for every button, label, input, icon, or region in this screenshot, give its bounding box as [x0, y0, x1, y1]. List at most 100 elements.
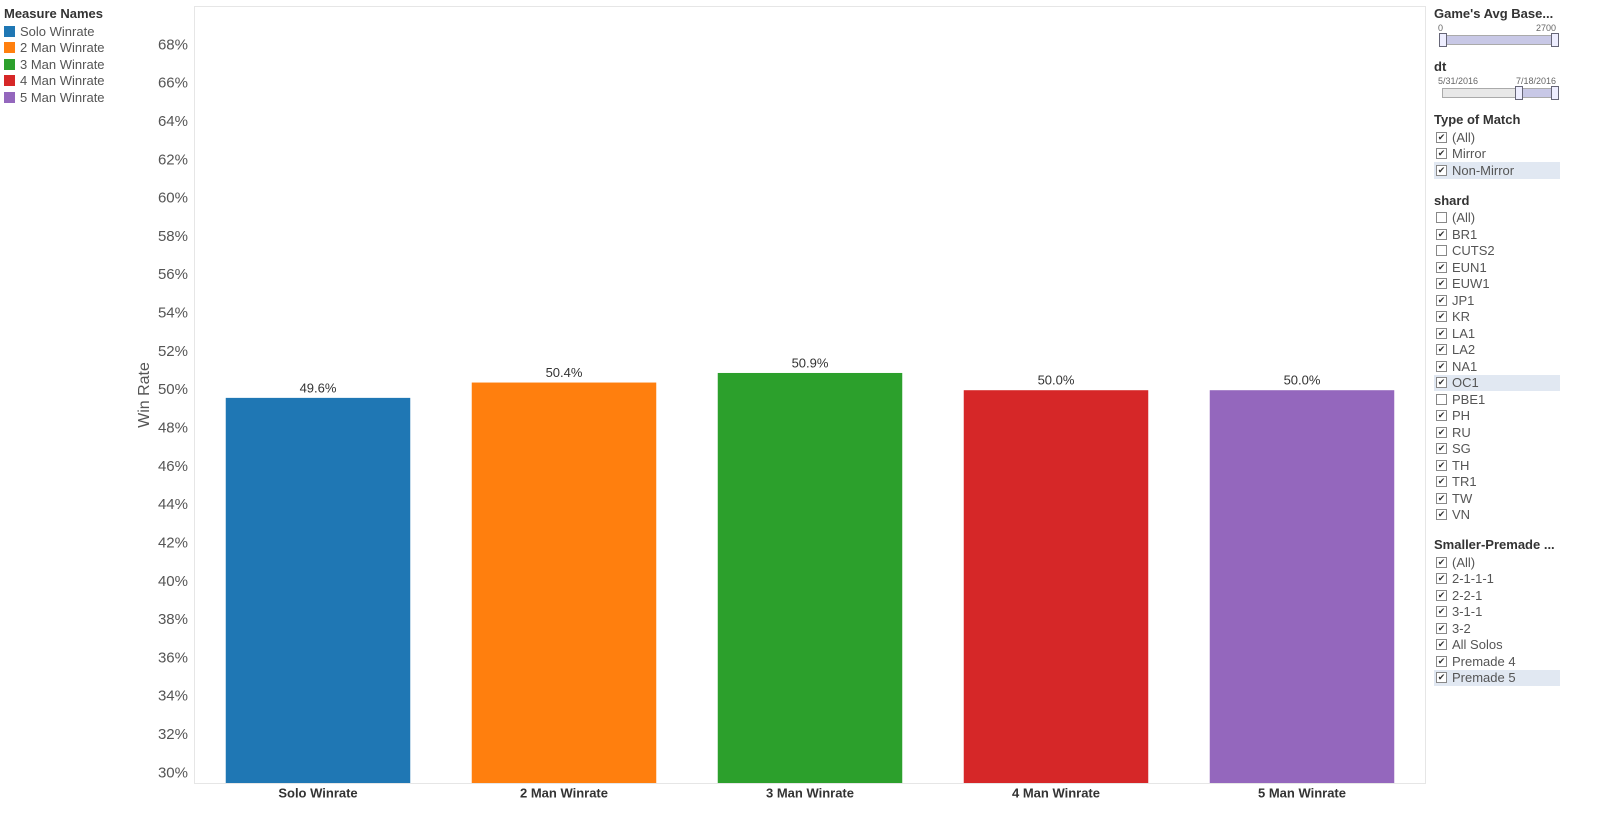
filter-item[interactable]: ✔ Premade 5 [1434, 669, 1560, 686]
y-tick-label: 52% [158, 343, 188, 360]
y-tick-label: 48% [158, 419, 188, 436]
checkbox[interactable]: ✔ [1436, 606, 1447, 618]
filter-item[interactable]: ✔ TR1 [1434, 474, 1560, 491]
filter-item[interactable]: ✔ TH [1434, 457, 1560, 474]
checkbox[interactable]: ✔ [1436, 410, 1447, 422]
filter-item[interactable]: ✔ KR [1434, 309, 1560, 326]
checkbox[interactable] [1436, 393, 1447, 405]
filter-item-label: EUN1 [1452, 259, 1487, 275]
checkbox[interactable] [1436, 245, 1447, 257]
checkbox[interactable]: ✔ [1436, 426, 1447, 438]
checkbox[interactable] [1436, 212, 1447, 224]
filter-panel: Game's Avg Base... 0 2700 dt 5/31/2016 7/18/2… [1434, 6, 1560, 700]
legend-item[interactable]: Solo Winrate [4, 23, 105, 40]
filter-item[interactable]: ✔ SG [1434, 441, 1560, 458]
filter-item[interactable]: ✔ EUW1 [1434, 276, 1560, 293]
filter-item-label: SG [1452, 441, 1471, 457]
filter-item-label: VN [1452, 507, 1471, 523]
y-tick-label: 64% [158, 113, 188, 130]
data-label: 50.0% [1284, 373, 1321, 388]
legend-item[interactable]: 3 Man Winrate [4, 56, 105, 73]
filter-item[interactable]: ✔ EUN1 [1434, 259, 1560, 276]
checkbox[interactable]: ✔ [1436, 148, 1447, 160]
checkbox[interactable]: ✔ [1436, 459, 1447, 471]
filter-item-label: OC1 [1452, 375, 1479, 391]
checkbox[interactable]: ✔ [1436, 573, 1447, 585]
filter-item[interactable]: ✔ Non-Mirror [1434, 162, 1560, 179]
filter-item-label: LA1 [1452, 325, 1476, 341]
slider-track[interactable] [1439, 33, 1559, 47]
checkbox[interactable]: ✔ [1436, 344, 1447, 356]
filter-item[interactable]: PBE1 [1434, 391, 1560, 408]
slider-track[interactable] [1442, 86, 1559, 100]
checkbox[interactable]: ✔ [1436, 476, 1447, 488]
checkbox[interactable]: ✔ [1436, 360, 1447, 372]
filter-item-label: Non-Mirror [1452, 162, 1515, 178]
checkbox[interactable]: ✔ [1436, 492, 1447, 504]
legend-label: Solo Winrate [20, 23, 95, 39]
legend-label: 5 Man Winrate [20, 89, 105, 105]
slider-handle[interactable] [1439, 33, 1447, 47]
filter-item[interactable]: ✔ LA1 [1434, 325, 1560, 342]
filter-item[interactable]: ✔ (All) [1434, 129, 1560, 146]
checkbox[interactable]: ✔ [1436, 589, 1447, 601]
checkbox[interactable]: ✔ [1436, 261, 1447, 273]
x-tick-label: 2 Man Winrate [520, 785, 608, 800]
filter-item[interactable]: ✔ VN [1434, 507, 1560, 524]
filter-item[interactable]: ✔ 3-2 [1434, 620, 1560, 637]
checkbox[interactable]: ✔ [1436, 228, 1447, 240]
filter-item[interactable]: ✔ OC1 [1434, 374, 1560, 391]
checkbox[interactable]: ✔ [1436, 672, 1447, 684]
checkbox[interactable]: ✔ [1436, 655, 1447, 667]
filter-item-label: Premade 4 [1452, 653, 1516, 669]
y-tick-label: 46% [158, 458, 188, 475]
slider-handle[interactable] [1551, 33, 1559, 47]
slider-range [1439, 33, 1559, 47]
filter-item[interactable]: ✔ 3-1-1 [1434, 604, 1560, 621]
filter-item[interactable]: ✔ JP1 [1434, 292, 1560, 309]
checkbox[interactable]: ✔ [1436, 639, 1447, 651]
checkbox[interactable]: ✔ [1436, 164, 1447, 176]
legend-item[interactable]: 5 Man Winrate [4, 89, 105, 106]
filter-item[interactable]: ✔ Mirror [1434, 146, 1560, 163]
filter-item[interactable]: ✔ TW [1434, 490, 1560, 507]
filter-item[interactable]: ✔ RU [1434, 424, 1560, 441]
filter-item[interactable]: CUTS2 [1434, 243, 1560, 260]
legend-item[interactable]: 4 Man Winrate [4, 73, 105, 90]
filter-item[interactable]: ✔ PH [1434, 408, 1560, 425]
checkbox[interactable]: ✔ [1436, 556, 1447, 568]
checkbox[interactable]: ✔ [1436, 327, 1447, 339]
filter-item[interactable]: ✔ 2-1-1-1 [1434, 571, 1560, 588]
y-tick-label: 60% [158, 190, 188, 207]
legend-swatch [4, 42, 15, 54]
filter-item[interactable]: ✔ All Solos [1434, 637, 1560, 654]
slider-handle[interactable] [1551, 86, 1559, 100]
checkbox[interactable]: ✔ [1436, 509, 1447, 521]
y-tick-label: 68% [158, 36, 188, 53]
data-label: 50.4% [546, 365, 583, 380]
filter-item-label: NA1 [1452, 358, 1478, 374]
checkbox[interactable]: ✔ [1436, 443, 1447, 455]
checkbox[interactable]: ✔ [1436, 278, 1447, 290]
checkbox[interactable]: ✔ [1436, 311, 1447, 323]
filter-item[interactable]: ✔ BR1 [1434, 226, 1560, 243]
filter-item[interactable]: ✔ Premade 4 [1434, 653, 1560, 670]
checkbox[interactable]: ✔ [1436, 377, 1447, 389]
filter-item[interactable]: (All) [1434, 210, 1560, 227]
filter-item[interactable]: ✔ (All) [1434, 554, 1560, 571]
filter-item-label: TW [1452, 490, 1473, 506]
legend-item[interactable]: 2 Man Winrate [4, 40, 105, 57]
filter-item[interactable]: ✔ LA2 [1434, 342, 1560, 359]
filter-item-label: Premade 5 [1452, 670, 1516, 686]
filter-item[interactable]: ✔ NA1 [1434, 358, 1560, 375]
filter-item[interactable]: ✔ 2-2-1 [1434, 587, 1560, 604]
filter-item-label: RU [1452, 424, 1471, 440]
checkbox[interactable]: ✔ [1436, 294, 1447, 306]
slider-handle[interactable] [1515, 86, 1524, 100]
filter-section: Game's Avg Base... 0 2700 [1434, 6, 1560, 47]
legend-swatch [4, 25, 15, 37]
legend-label: 4 Man Winrate [20, 73, 105, 89]
checkbox[interactable]: ✔ [1436, 131, 1447, 143]
checkbox[interactable]: ✔ [1436, 622, 1447, 634]
